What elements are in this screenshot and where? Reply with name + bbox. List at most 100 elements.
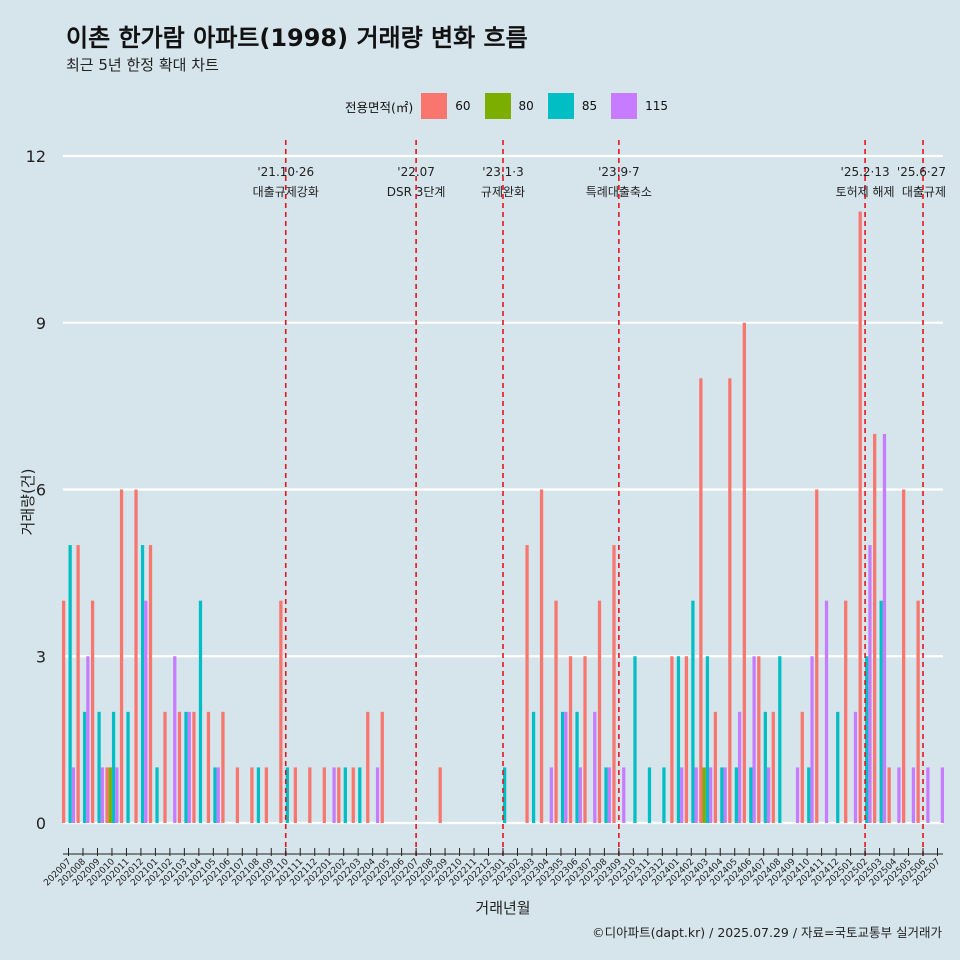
bar-115-202010 <box>115 767 119 823</box>
bar-85-202311 <box>647 767 652 823</box>
axis-layer: 0369122020072020082020092020102020112020… <box>26 147 943 888</box>
bar-60-202104 <box>192 711 196 823</box>
bar-115-202305 <box>564 711 568 823</box>
bar-115-202411 <box>824 600 829 823</box>
bar-60-202102 <box>163 711 167 823</box>
legend-title: 전용면적(㎡) <box>345 99 414 115</box>
bar-85-202312 <box>662 767 666 823</box>
bar-115-202504 <box>897 767 901 823</box>
event-date: '23.1·3 <box>482 165 523 179</box>
bar-60-202007 <box>61 600 66 823</box>
bar-60-202309 <box>612 545 616 823</box>
event-label: 규제완화 <box>481 185 525 199</box>
bar-85-202402 <box>691 600 695 823</box>
bar-60-202407 <box>757 656 761 823</box>
bar-60-202403 <box>699 378 703 823</box>
bar-60-202012 <box>134 489 138 823</box>
bar-85-202108 <box>256 767 261 823</box>
event-label: 대출규제강화 <box>253 185 319 199</box>
y-tick-label: 6 <box>36 481 46 500</box>
bar-60-202008 <box>76 545 80 823</box>
x-axis-label: 거래년월 <box>475 899 530 917</box>
chart-subtitle: 최근 5년 한정 확대 차트 <box>66 56 219 74</box>
bar-85-202306 <box>575 711 579 823</box>
bar-85-202308 <box>604 767 608 823</box>
legend-swatch-80 <box>484 93 511 119</box>
event-label: DSR 3단계 <box>387 185 446 199</box>
bar-115-202502 <box>868 545 872 823</box>
bar-85-202406 <box>749 767 753 823</box>
bar-115-202308 <box>607 767 611 823</box>
bar-85-202403 <box>705 656 710 823</box>
bar-85-202303 <box>531 711 536 823</box>
bar-85-202012 <box>140 545 145 823</box>
bar-60-202303 <box>525 545 529 823</box>
bar-60-202010 <box>105 767 109 823</box>
bar-60-202011 <box>119 489 124 823</box>
bar-60-202505 <box>902 489 906 823</box>
bar-115-202103 <box>187 711 191 823</box>
bar-85-202103 <box>184 711 188 823</box>
bar-115-202105 <box>216 767 220 823</box>
bar-115-202204 <box>375 767 380 823</box>
bar-60-202408 <box>771 711 775 823</box>
bar-60-202411 <box>815 489 819 823</box>
event-date: '25.6·27 <box>897 165 946 179</box>
bar-60-202306 <box>568 656 573 823</box>
bar-115-202304 <box>549 767 553 823</box>
events-layer: '21.10·26 대출규제강화 '22.07 DSR 3단계 '23.1·3 규제완화 '… <box>253 140 946 856</box>
bar-60-202308 <box>597 600 602 823</box>
legend-label-80: 80 <box>518 99 534 113</box>
bar-115-202102 <box>173 656 177 823</box>
bar-115-202405 <box>737 711 742 823</box>
legend-item-60: 60 <box>421 93 471 119</box>
legend-item-85: 85 <box>547 93 597 119</box>
bar-115-202201 <box>332 767 336 823</box>
bar-115-202407 <box>766 767 771 823</box>
y-tick-label: 12 <box>26 147 46 166</box>
bar-85-202008 <box>82 711 87 823</box>
bar-85-202011 <box>126 711 130 823</box>
bar-60-202504 <box>887 767 891 823</box>
bar-115-202402 <box>694 767 698 823</box>
bar-60-202205 <box>380 711 384 823</box>
y-axis-label: 거래량(건) <box>19 469 37 536</box>
event-label: 대출규제 <box>902 185 946 199</box>
event-date: '23.9·7 <box>598 165 639 179</box>
bar-85-202203 <box>358 767 362 823</box>
bar-115-202501 <box>853 711 858 823</box>
y-tick-label: 0 <box>36 814 46 833</box>
bar-60-202204 <box>366 711 370 823</box>
bar-60-202111 <box>293 767 297 823</box>
bar-60-202203 <box>351 767 355 823</box>
bar-85-202405 <box>734 767 738 823</box>
bar-60-202109 <box>264 767 269 823</box>
legend-label-115: 115 <box>645 99 669 113</box>
event-date: '21.10·26 <box>257 165 314 179</box>
bar-115-202306 <box>578 767 582 823</box>
bar-60-202304 <box>539 489 544 823</box>
bar-60-202105 <box>206 711 211 823</box>
y-tick-label: 3 <box>36 647 46 666</box>
bar-115-202008 <box>86 656 90 823</box>
bar-115-202507 <box>940 767 945 823</box>
bar-85-202502 <box>865 656 869 823</box>
bar-85-202110 <box>285 767 290 823</box>
bar-60-202506 <box>916 600 920 823</box>
bar-60-202106 <box>221 711 225 823</box>
legend-label-60: 60 <box>455 99 471 113</box>
bar-85-202007 <box>68 545 72 823</box>
bar-60-202201 <box>322 767 326 823</box>
bar-115-202403 <box>709 767 713 823</box>
bars-layer <box>61 211 945 823</box>
bar-60-202101 <box>148 545 153 823</box>
bar-115-202409 <box>795 767 800 823</box>
bar-85-202301 <box>503 767 507 823</box>
bar-60-202209 <box>438 767 442 823</box>
bar-60-202401 <box>670 656 674 823</box>
event-label: 토허제 해제 <box>836 185 895 199</box>
legend-item-115: 115 <box>611 93 668 119</box>
bar-60-202107 <box>235 767 240 823</box>
chart-title: 이촌 한가람 아파트(1998) 거래량 변화 흐름 <box>66 24 528 52</box>
